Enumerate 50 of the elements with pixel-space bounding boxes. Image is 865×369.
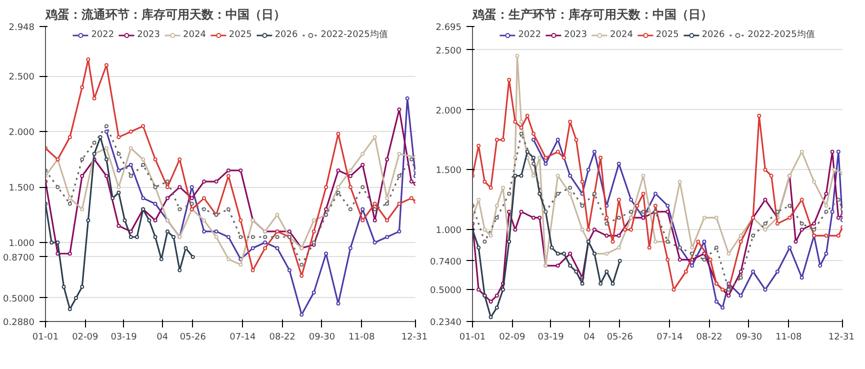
y-tick-label: 0.7400: [430, 257, 462, 268]
chart-title: 鸡蛋：生产环节：库存可用天数：中国（日）: [472, 8, 712, 22]
y-tick-label: 0.8700: [3, 253, 35, 264]
y-tick-label: 1.500: [436, 166, 462, 176]
y-tick-label: 2.000: [8, 128, 35, 138]
x-tick-label: 09-30: [308, 332, 336, 342]
legend-label: 2024: [610, 30, 633, 40]
x-tick-label: 02-09: [72, 332, 98, 342]
y-tick-label: 1.000: [436, 226, 462, 236]
y-tick-label: 2.500: [8, 72, 35, 83]
y-tick-label: 2.500: [436, 46, 462, 56]
legend-label: 2026: [274, 30, 298, 40]
y-tick-label: 2.695: [436, 23, 462, 33]
y-tick-label: 2.000: [436, 106, 462, 116]
legend-label: 2022-2025均值: [320, 28, 388, 41]
x-tick-label: 01-01: [459, 332, 486, 342]
y-tick-label: 0.2880: [3, 318, 35, 328]
legend-label: 2022: [518, 30, 542, 40]
x-tick-label: 04: [584, 332, 596, 342]
y-tick-label: 1.000: [8, 239, 35, 250]
x-tick-label: 07-14: [656, 332, 684, 342]
x-tick-label: 02-09: [499, 332, 526, 342]
x-tick-label: 09-30: [736, 332, 762, 342]
x-tick-label: 12-31: [828, 332, 855, 342]
y-tick-label: 0.5000: [430, 286, 462, 296]
legend-label: 2025: [228, 30, 252, 40]
y-tick-label: 1.500: [8, 184, 35, 194]
x-tick-label: 11-08: [348, 332, 375, 342]
legend-label: 2022: [91, 30, 114, 40]
chart-title: 鸡蛋：流通环节：库存可用天数：中国（日）: [44, 8, 286, 22]
x-tick-label: 08-22: [269, 332, 296, 342]
x-tick-label: 05-26: [606, 332, 634, 342]
y-tick-label: 0.2340: [430, 318, 462, 328]
x-tick-label: 01-01: [32, 332, 59, 342]
x-tick-label: 03-19: [538, 332, 564, 342]
x-tick-label: 05-26: [180, 332, 206, 342]
legend-label: 2026: [702, 30, 725, 40]
legend-label: 2024: [183, 30, 206, 40]
legend-label: 2022-2025均值: [748, 28, 815, 41]
x-tick-label: 04: [156, 332, 168, 342]
x-tick-label: 12-31: [401, 332, 428, 342]
x-tick-label: 11-08: [776, 332, 802, 342]
x-tick-label: 03-19: [110, 332, 138, 342]
legend-label: 2023: [564, 30, 588, 40]
legend-label: 2023: [137, 30, 160, 40]
y-tick-label: 0.5000: [3, 294, 35, 304]
y-tick-label: 2.948: [8, 23, 35, 33]
legend-label: 2025: [656, 30, 679, 40]
x-tick-label: 07-14: [230, 332, 256, 342]
x-tick-label: 08-22: [696, 332, 722, 342]
